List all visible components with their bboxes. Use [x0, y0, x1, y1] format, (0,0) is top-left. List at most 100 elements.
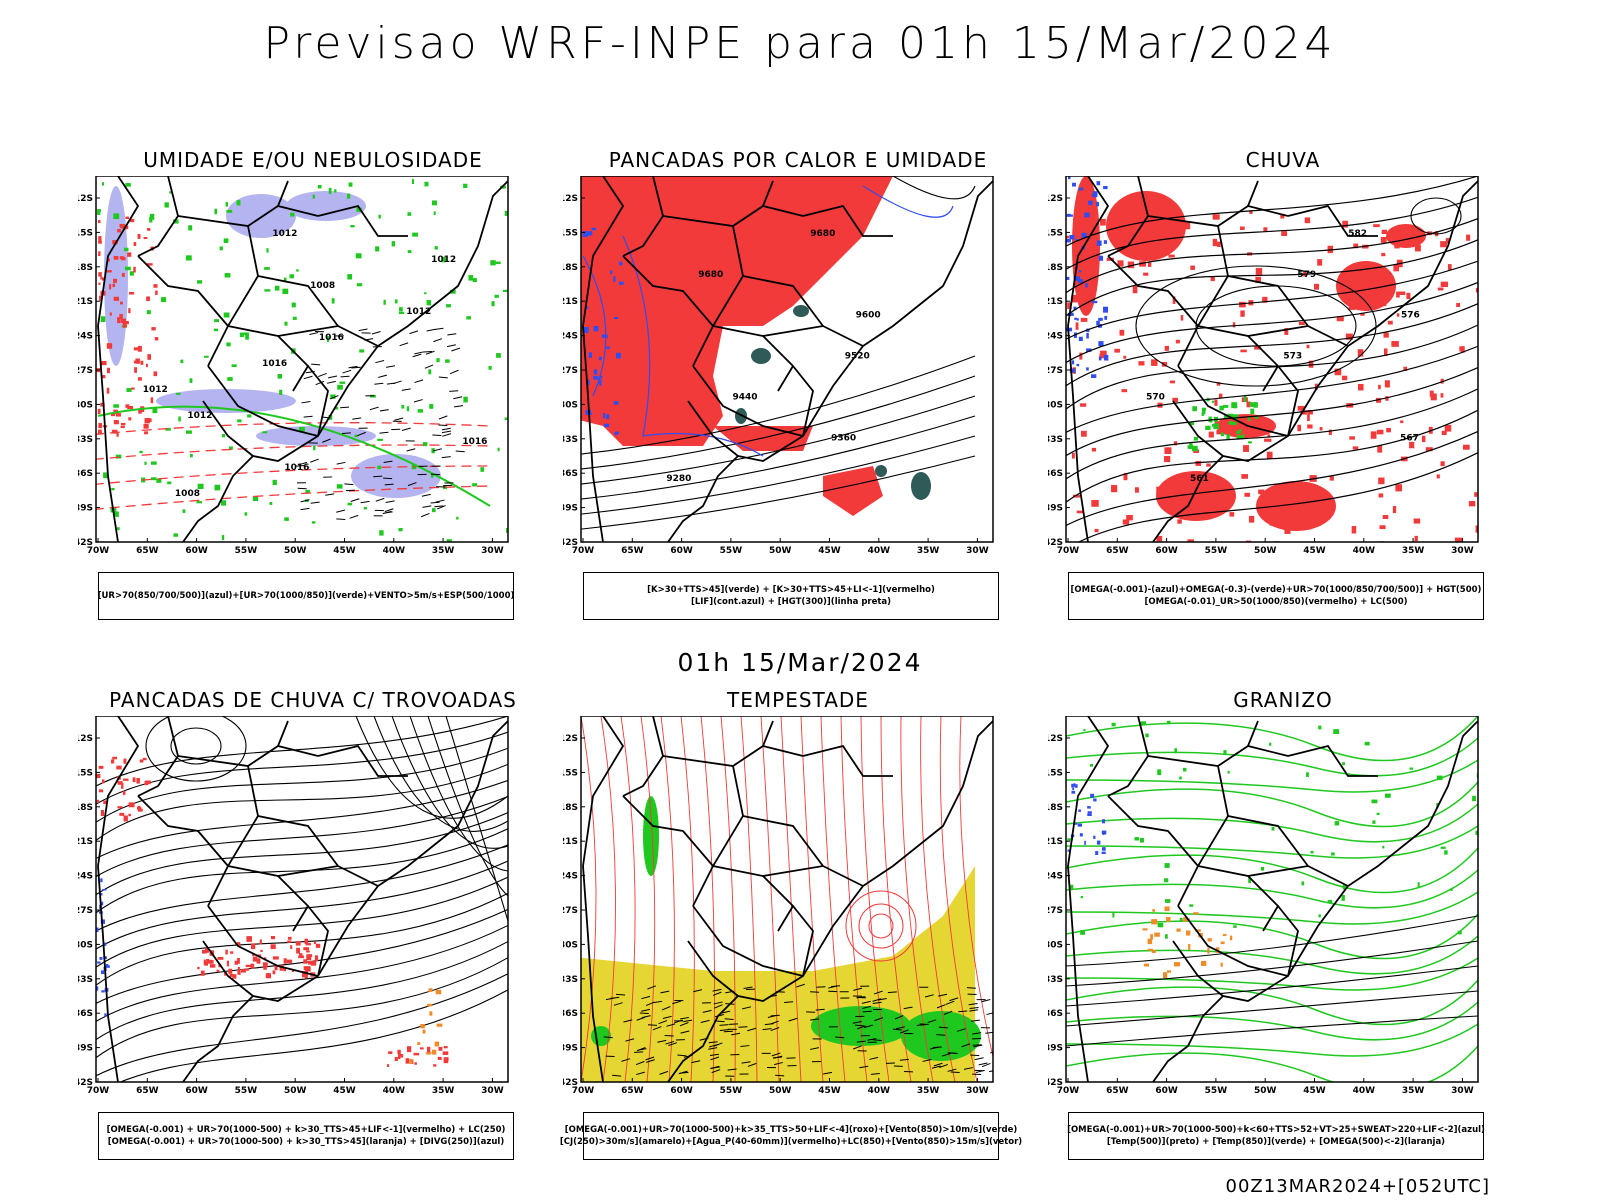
thickness-contour-red [100, 276, 103, 280]
wind-vector [636, 1016, 646, 1021]
humidity-contour-green [466, 316, 471, 320]
omega-shade-green [1250, 404, 1255, 407]
wind-vector [872, 1001, 882, 1005]
humidity-contour-green [113, 511, 119, 517]
contour-label: 9680 [810, 229, 835, 239]
humidity-contour-green [144, 461, 147, 465]
humidity-contour-green [175, 392, 181, 395]
thickness-contour-red [113, 420, 119, 425]
temp850-contour-green [1080, 930, 1085, 935]
precip-shade-red [1190, 265, 1195, 270]
lon-tick-label: 50W [1254, 546, 1277, 556]
legend-caption: [OMEGA(-0.001)-(azul)+OMEGA(-0.3)-(verde… [1068, 572, 1484, 620]
wind-vector [969, 1007, 979, 1009]
wind-vector [679, 1022, 689, 1027]
thunderstorm-shade-red [406, 1046, 412, 1053]
lc250-streamline [355, 716, 508, 819]
omega500-shade-orange [1151, 919, 1158, 925]
divergence-shade-blue [101, 990, 105, 993]
water-contour-red [600, 716, 616, 1082]
wind-vector [949, 997, 959, 1002]
lat-tick-label: 21S [78, 297, 93, 307]
humidity-contour-green [312, 194, 315, 199]
thunderstorm-shade-red [232, 974, 237, 979]
lon-tick-label: 40W [383, 1086, 406, 1096]
lon-tick-label: 45W [818, 1086, 841, 1096]
lat-tick-label: 27S [1048, 906, 1063, 916]
humidity-contour-green [225, 202, 229, 207]
wind-vector [303, 415, 313, 418]
omega500-shade-orange [1154, 932, 1160, 937]
precip-shade-red [1121, 389, 1128, 393]
instability-shade-red [823, 466, 883, 516]
thunderstorm-shade-red [306, 954, 312, 961]
thickness-contour-red [109, 312, 112, 316]
wind-vector [939, 1063, 948, 1068]
humidity-contour-green [317, 185, 322, 189]
lat-tick-label: 21S [78, 837, 93, 847]
precip-shade-red [1413, 518, 1421, 524]
thickness-contour-red [97, 429, 102, 435]
wind-vector [668, 1042, 678, 1046]
lc250-streamline [96, 957, 508, 1059]
thunderstorm-shade-red [122, 790, 126, 795]
wind-vector [336, 518, 346, 520]
lon-tick-label: 65W [136, 546, 159, 556]
omega-shade-blue [1104, 315, 1108, 320]
precip-shade-red [1175, 339, 1180, 344]
wind-vector [409, 330, 419, 335]
precip-shade-red [1067, 302, 1072, 309]
omega-shade-green [1188, 422, 1195, 426]
humidity-contour-green [431, 508, 436, 513]
wind-vector [342, 369, 352, 374]
humidity-contour-green [100, 316, 106, 323]
thickness-contour-red [147, 354, 152, 360]
humidity-contour-green [363, 507, 367, 510]
thunderstorm-shade-red [286, 959, 293, 964]
precip-shade-red [1297, 405, 1305, 411]
thickness-contour-red [144, 431, 149, 435]
humidity-contour-green [311, 521, 316, 524]
country-border [1107, 176, 1149, 257]
humidity-contour-green [262, 431, 268, 434]
thickness-contour-red [98, 422, 102, 429]
thickness-contour-red [113, 296, 120, 301]
lat-tick-label: 12S [1048, 734, 1063, 744]
precip-shade-red [1177, 519, 1182, 524]
thickness-contour-red [107, 258, 110, 262]
wind-vector [990, 1051, 993, 1054]
thunderstorm-shade-red [145, 780, 151, 785]
omega500-shade-orange [1164, 906, 1170, 912]
precip-shade-red [1071, 452, 1075, 459]
thunderstorm-shade-red [305, 942, 311, 946]
precip-shade-red [1115, 211, 1119, 218]
wind-vector [446, 344, 456, 348]
thunderstorm-shade-red [217, 956, 224, 960]
precip-shade-red [1240, 310, 1245, 317]
precip-shade-red [1106, 191, 1186, 261]
lif-contour-blue [593, 326, 599, 332]
contour-label: 1016 [462, 437, 487, 447]
country-border [207, 905, 319, 977]
legend-line: [OMEGA(-0.001)+UR>70(1000-500)+k>35_TTS>… [564, 1125, 1018, 1135]
wind-vector [437, 505, 446, 510]
omega-shade-blue [1103, 354, 1109, 361]
temp850-contour-green [1376, 812, 1380, 816]
precip-shade-red [1172, 397, 1178, 403]
wind-vector [963, 1067, 973, 1070]
wind-vector [740, 1045, 750, 1047]
temp850-contour-green [1066, 1045, 1478, 1082]
precip-shade-red [1381, 252, 1386, 257]
country-border [227, 865, 310, 932]
precip-shade-red [1300, 410, 1307, 415]
thunderstorm-shade-red [310, 961, 317, 966]
lat-tick-label: 27S [1048, 366, 1063, 376]
wind-vector [931, 1065, 941, 1069]
thickness-contour-red [150, 397, 154, 404]
wind-vector [447, 333, 457, 336]
thunderstorm-shade-orange [431, 1049, 437, 1055]
precip-shade-red [1143, 272, 1149, 276]
precip-shade-red [1091, 500, 1099, 507]
precip-shade-red [1475, 287, 1478, 293]
wind-vector [747, 1062, 757, 1067]
